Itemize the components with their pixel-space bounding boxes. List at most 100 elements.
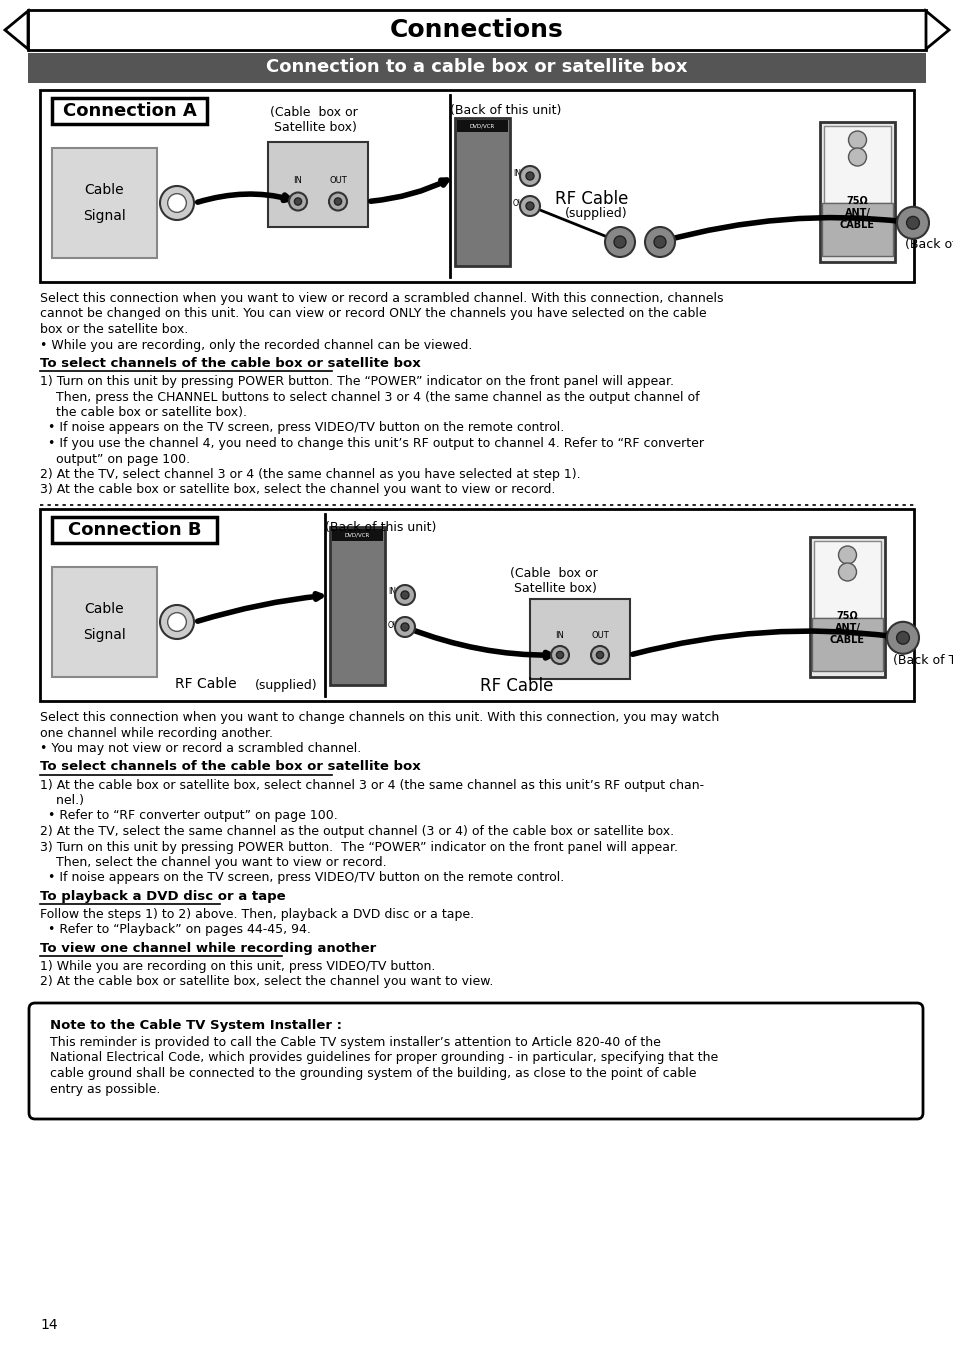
Text: • You may not view or record a scrambled channel.: • You may not view or record a scrambled…: [40, 741, 361, 755]
Text: • If noise appears on the TV screen, press VIDEO/TV button on the remote control: • If noise appears on the TV screen, pre…: [40, 872, 563, 884]
Bar: [52, 98, 207, 124]
Text: Connections: Connections: [390, 18, 563, 42]
Circle shape: [590, 646, 608, 665]
Circle shape: [886, 621, 918, 654]
Text: 14: 14: [40, 1318, 57, 1332]
Bar: [530, 599, 629, 679]
Text: 1) While you are recording on this unit, press VIDEO/TV button.: 1) While you are recording on this unit,…: [40, 960, 435, 973]
Text: (Back of this unit): (Back of this unit): [325, 520, 436, 534]
Text: • Refer to “RF converter output” on page 100.: • Refer to “RF converter output” on page…: [40, 810, 337, 822]
Circle shape: [400, 590, 409, 599]
Polygon shape: [925, 11, 948, 49]
Bar: [40, 510, 913, 701]
Bar: [455, 119, 510, 266]
Text: (supplied): (supplied): [254, 679, 317, 692]
Circle shape: [289, 193, 307, 210]
Text: DVD/VCR: DVD/VCR: [345, 532, 370, 538]
Text: To playback a DVD disc or a tape: To playback a DVD disc or a tape: [40, 890, 285, 903]
Text: • While you are recording, only the recorded channel can be viewed.: • While you are recording, only the reco…: [40, 338, 472, 352]
Text: Connection to a cable box or satellite box: Connection to a cable box or satellite b…: [266, 58, 687, 75]
Circle shape: [294, 198, 301, 205]
Circle shape: [604, 226, 635, 257]
Text: (Back of TV): (Back of TV): [892, 654, 953, 667]
Circle shape: [400, 623, 409, 631]
Text: Connection A: Connection A: [63, 102, 196, 120]
Circle shape: [644, 226, 675, 257]
Circle shape: [596, 651, 603, 659]
Circle shape: [329, 193, 347, 210]
Text: 1) Turn on this unit by pressing POWER button. The “POWER” indicator on the fron: 1) Turn on this unit by pressing POWER b…: [40, 375, 673, 388]
Text: National Electrical Code, which provides guidelines for proper grounding - in pa: National Electrical Code, which provides…: [50, 1051, 718, 1065]
Circle shape: [168, 612, 186, 631]
Text: Then, press the CHANNEL buttons to select channel 3 or 4 (the same channel as th: Then, press the CHANNEL buttons to selec…: [40, 391, 699, 403]
Text: IN: IN: [294, 175, 302, 185]
Text: DVD/VCR: DVD/VCR: [470, 124, 495, 128]
Circle shape: [847, 131, 865, 150]
Text: • If noise appears on the TV screen, press VIDEO/TV button on the remote control: • If noise appears on the TV screen, pre…: [40, 422, 563, 434]
Bar: [28, 53, 925, 84]
Polygon shape: [5, 11, 28, 49]
Circle shape: [847, 148, 865, 166]
Bar: [811, 619, 882, 671]
Text: 1) At the cable box or satellite box, select channel 3 or 4 (the same channel as: 1) At the cable box or satellite box, se…: [40, 779, 703, 791]
Circle shape: [395, 617, 415, 638]
Text: IN: IN: [513, 168, 520, 178]
Circle shape: [896, 206, 928, 239]
Bar: [52, 518, 216, 543]
Bar: [823, 125, 890, 204]
Circle shape: [838, 546, 856, 563]
Text: IN: IN: [555, 631, 564, 639]
Text: IN: IN: [388, 588, 395, 597]
Text: To select channels of the cable box or satellite box: To select channels of the cable box or s…: [40, 357, 420, 369]
Text: Select this connection when you want to view or record a scrambled channel. With: Select this connection when you want to …: [40, 293, 722, 305]
Text: 3) At the cable box or satellite box, select the channel you want to view or rec: 3) At the cable box or satellite box, se…: [40, 484, 555, 496]
Text: entry as possible.: entry as possible.: [50, 1082, 160, 1096]
Text: This reminder is provided to call the Cable TV system installer’s attention to A: This reminder is provided to call the Ca…: [50, 1037, 660, 1049]
Bar: [40, 90, 913, 282]
Text: 75Ω
ANT/
CABLE: 75Ω ANT/ CABLE: [829, 612, 864, 644]
Text: Follow the steps 1) to 2) above. Then, playback a DVD disc or a tape.: Follow the steps 1) to 2) above. Then, p…: [40, 909, 474, 921]
Text: • Refer to “Playback” on pages 44-45, 94.: • Refer to “Playback” on pages 44-45, 94…: [40, 923, 311, 937]
Circle shape: [519, 195, 539, 216]
Text: Then, select the channel you want to view or record.: Then, select the channel you want to vie…: [40, 856, 386, 869]
Text: nel.): nel.): [40, 794, 84, 807]
Text: RF Cable: RF Cable: [174, 677, 236, 692]
Bar: [456, 120, 507, 132]
FancyBboxPatch shape: [29, 1003, 923, 1119]
Bar: [330, 527, 385, 685]
Text: Signal: Signal: [83, 209, 126, 224]
Text: (supplied): (supplied): [564, 208, 627, 220]
Text: Note to the Cable TV System Installer :: Note to the Cable TV System Installer :: [50, 1019, 341, 1033]
Text: OUT: OUT: [513, 198, 529, 208]
Text: 3) Turn on this unit by pressing POWER button.  The “POWER” indicator on the fro: 3) Turn on this unit by pressing POWER b…: [40, 841, 678, 853]
Bar: [268, 142, 368, 226]
Bar: [813, 541, 880, 617]
Text: (Cable  box or
 Satellite box): (Cable box or Satellite box): [510, 568, 598, 594]
Text: box or the satellite box.: box or the satellite box.: [40, 324, 188, 336]
Bar: [809, 537, 884, 677]
Text: (Cable  box or
 Satellite box): (Cable box or Satellite box): [270, 106, 357, 133]
Text: output” on page 100.: output” on page 100.: [40, 453, 190, 465]
Circle shape: [614, 236, 625, 248]
Text: • If you use the channel 4, you need to change this unit’s RF output to channel : • If you use the channel 4, you need to …: [40, 437, 703, 450]
Circle shape: [525, 173, 534, 181]
Circle shape: [335, 198, 341, 205]
Text: the cable box or satellite box).: the cable box or satellite box).: [40, 406, 247, 419]
Circle shape: [395, 585, 415, 605]
Text: cannot be changed on this unit. You can view or record ONLY the channels you hav: cannot be changed on this unit. You can …: [40, 307, 706, 321]
Text: 2) At the cable box or satellite box, select the channel you want to view.: 2) At the cable box or satellite box, se…: [40, 976, 493, 988]
Text: Select this connection when you want to change channels on this unit. With this : Select this connection when you want to …: [40, 710, 719, 724]
Circle shape: [654, 236, 665, 248]
Bar: [52, 148, 157, 257]
Circle shape: [896, 631, 908, 644]
Text: To select channels of the cable box or satellite box: To select channels of the cable box or s…: [40, 760, 420, 774]
Text: Cable: Cable: [85, 601, 124, 616]
Text: (Back of this unit): (Back of this unit): [450, 104, 560, 117]
Bar: [28, 9, 925, 50]
Text: RF Cable: RF Cable: [479, 677, 553, 696]
Text: Cable: Cable: [85, 183, 124, 197]
Text: Signal: Signal: [83, 628, 126, 642]
Text: 75Ω
ANT/
CABLE: 75Ω ANT/ CABLE: [840, 197, 874, 229]
Circle shape: [556, 651, 563, 659]
Circle shape: [160, 186, 193, 220]
